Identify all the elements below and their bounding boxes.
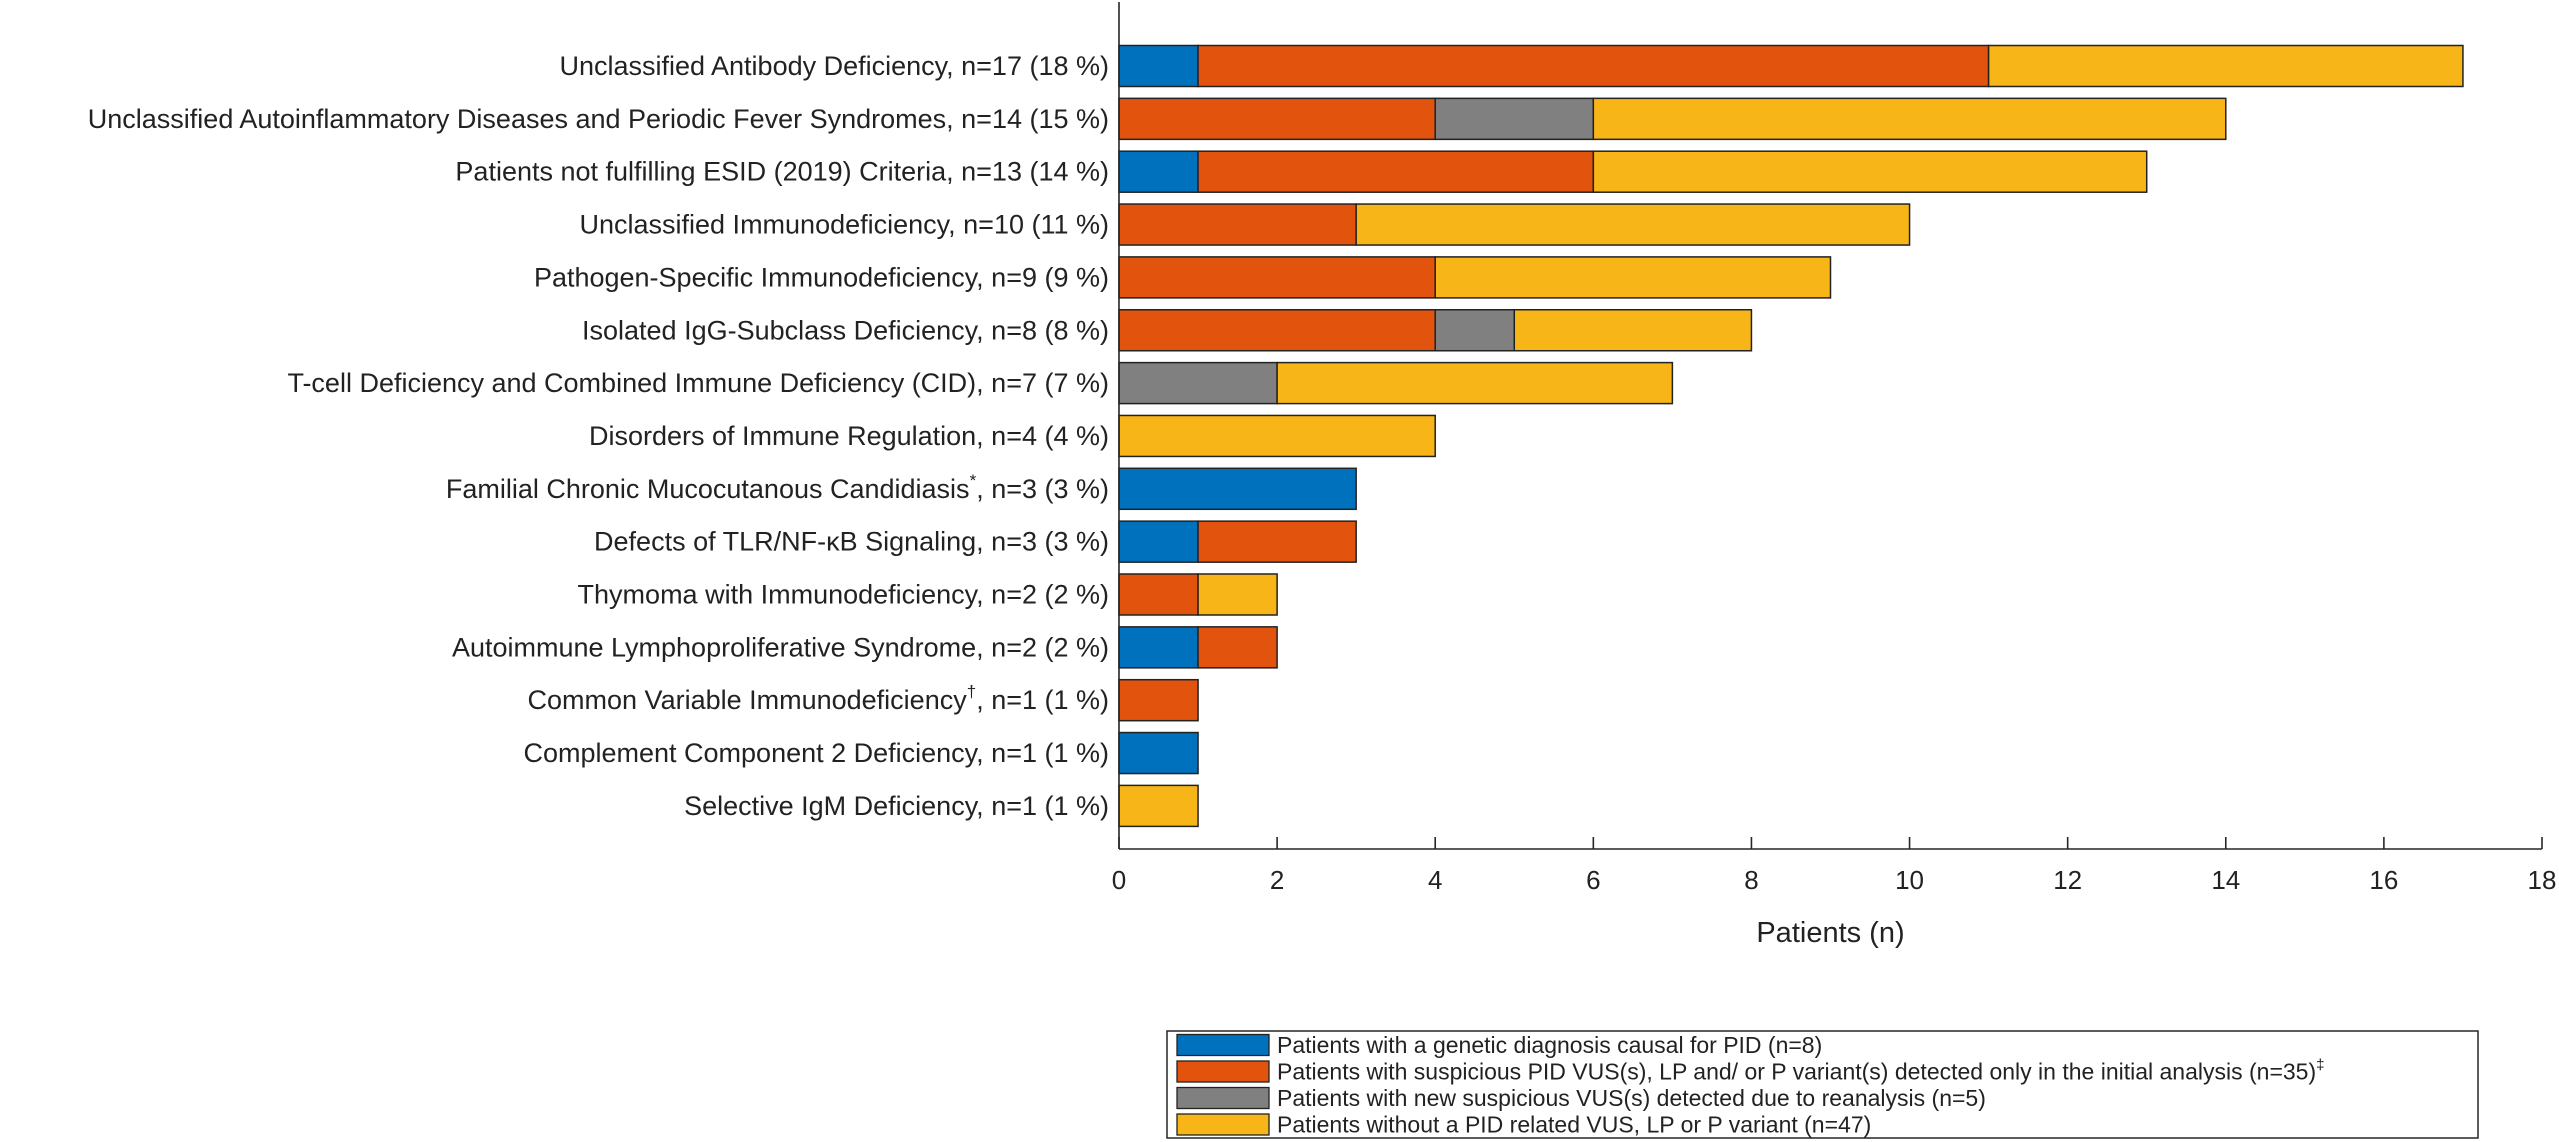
bar-segment xyxy=(1197,626,1278,669)
category-label: Common Variable Immunodeficiency†, n=1 (… xyxy=(528,682,1109,715)
bars-layer xyxy=(1118,44,2464,828)
category-label: T-cell Deficiency and Combined Immune De… xyxy=(287,368,1109,398)
category-labels: Unclassified Antibody Deficiency, n=17 (… xyxy=(88,51,1109,821)
bar-segment xyxy=(1118,626,1199,669)
bar-segment xyxy=(1987,44,2464,88)
bar-segment xyxy=(1197,573,1278,616)
legend-entry: Patients with suspicious PID VUS(s), LP … xyxy=(1277,1057,2324,1085)
category-label: Thymoma with Immunodeficiency, n=2 (2 %) xyxy=(578,580,1109,610)
legend: Patients with a genetic diagnosis causal… xyxy=(1166,1030,2479,1139)
bar-segment xyxy=(1118,309,1436,352)
bar-segment xyxy=(1118,520,1199,563)
x-tick-label: 12 xyxy=(2053,865,2082,895)
legend-entry: Patients without a PID related VUS, LP o… xyxy=(1277,1112,1871,1138)
bar-segment xyxy=(1118,573,1199,616)
legend-swatch xyxy=(1176,1113,1270,1136)
bar-segment xyxy=(1197,150,1595,193)
category-label: Unclassified Immunodeficiency, n=10 (11 … xyxy=(580,210,1110,240)
bar-segment xyxy=(1355,203,1911,246)
x-axis-ticks: 0 2 4 6 8 10 12 14 16 18 xyxy=(1112,837,2557,895)
bar-segment xyxy=(1513,309,1753,352)
bar-segment xyxy=(1434,256,1832,299)
axes xyxy=(1118,2,2542,850)
bar-segment xyxy=(1276,361,1674,405)
category-label: Complement Component 2 Deficiency, n=1 (… xyxy=(523,738,1109,768)
bar-segment xyxy=(1118,731,1199,775)
bar-segment xyxy=(1592,150,2148,193)
category-label: Unclassified Antibody Deficiency, n=17 (… xyxy=(559,51,1109,81)
category-label: Autoimmune Lymphoproliferative Syndrome,… xyxy=(452,632,1109,662)
category-label: Pathogen-Specific Immunodeficiency, n=9 … xyxy=(534,262,1109,292)
legend-entry: Patients with new suspicious VUS(s) dete… xyxy=(1277,1085,1986,1111)
x-tick-label: 2 xyxy=(1270,865,1284,895)
category-label: Patients not fulfilling ESID (2019) Crit… xyxy=(455,157,1109,187)
x-tick-label: 18 xyxy=(2528,865,2557,895)
category-label: Isolated IgG-Subclass Deficiency, n=8 (8… xyxy=(582,315,1109,345)
bar-segment xyxy=(1434,309,1516,352)
bar-segment xyxy=(1197,520,1357,563)
x-tick-label: 16 xyxy=(2369,865,2398,895)
legend-box xyxy=(1166,1030,2479,1139)
category-label: Selective IgM Deficiency, n=1 (1 %) xyxy=(684,791,1109,821)
x-tick-label: 14 xyxy=(2211,865,2240,895)
bar-segment xyxy=(1118,44,1199,88)
legend-swatch xyxy=(1176,1086,1270,1110)
category-label: Disorders of Immune Regulation, n=4 (4 %… xyxy=(589,421,1109,451)
bar-segment xyxy=(1592,97,2227,141)
bar-segment xyxy=(1118,97,1436,141)
bar-segment xyxy=(1118,414,1436,458)
category-label: Familial Chronic Mucocutanous Candidiasi… xyxy=(446,471,1109,504)
x-axis-title: Patients (n) xyxy=(1756,917,1904,949)
legend-swatch xyxy=(1176,1060,1270,1083)
bar-segment xyxy=(1118,256,1436,299)
x-tick-label: 4 xyxy=(1428,865,1442,895)
category-label: Defects of TLR/NF-κB Signaling, n=3 (3 %… xyxy=(594,527,1109,557)
bar-segment xyxy=(1118,150,1199,193)
bar-segment xyxy=(1434,97,1595,141)
legend-swatch xyxy=(1176,1033,1270,1057)
bar-segment xyxy=(1118,678,1199,722)
x-tick-label: 0 xyxy=(1112,865,1126,895)
bar-segment xyxy=(1118,784,1199,828)
x-tick-label: 6 xyxy=(1586,865,1600,895)
bar-segment xyxy=(1118,361,1278,405)
bar-segment xyxy=(1118,203,1357,246)
legend-entry: Patients with a genetic diagnosis causal… xyxy=(1277,1032,1822,1058)
bar-segment xyxy=(1118,467,1357,511)
x-tick-label: 8 xyxy=(1744,865,1758,895)
category-label: Unclassified Autoinflammatory Diseases a… xyxy=(88,104,1109,134)
x-tick-label: 10 xyxy=(1895,865,1924,895)
bar-segment xyxy=(1197,44,1990,88)
